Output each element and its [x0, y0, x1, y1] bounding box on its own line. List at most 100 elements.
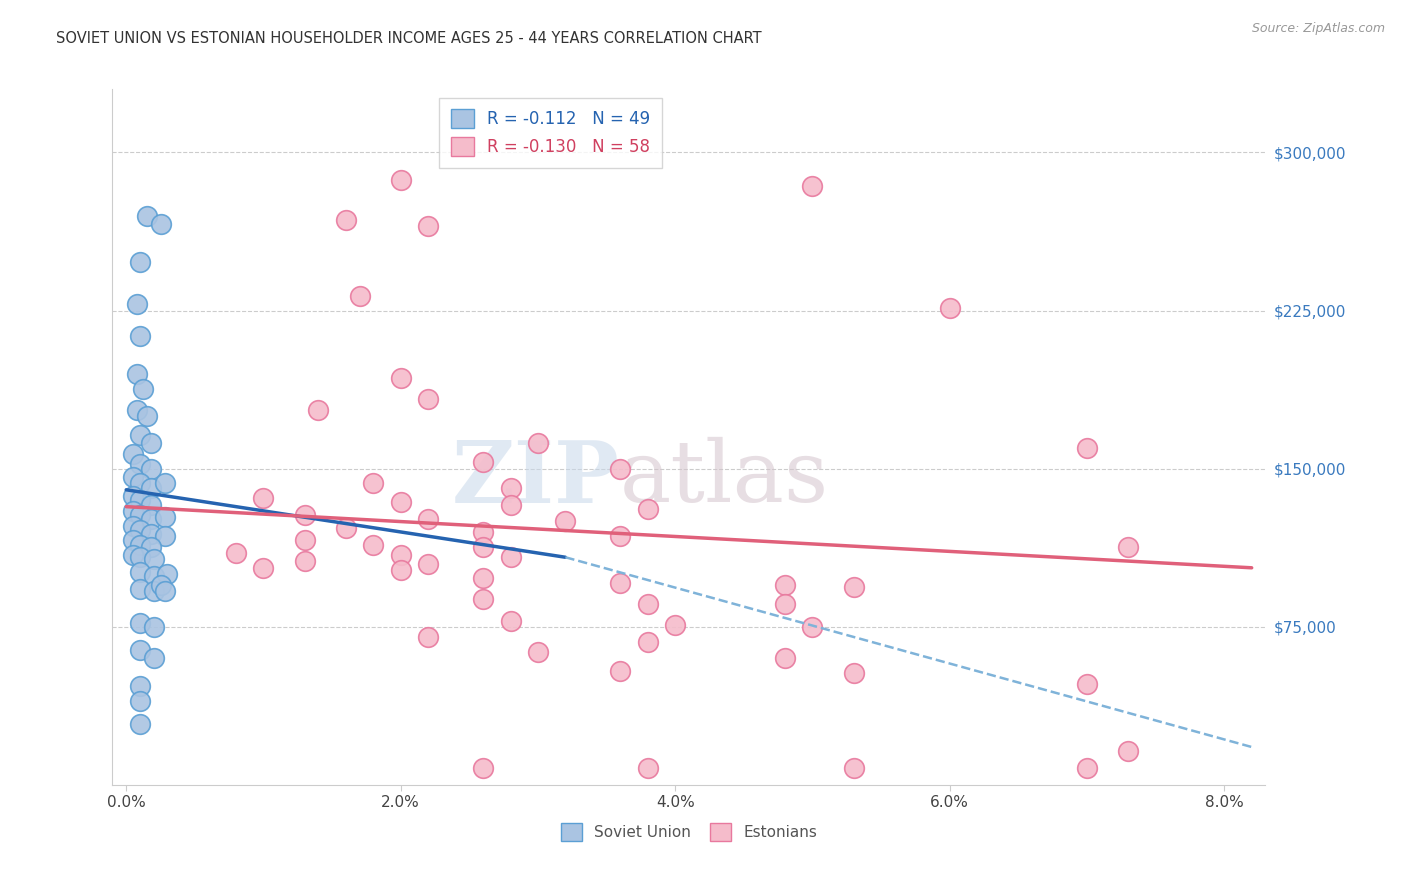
- Point: [153, 510, 176, 524]
- Point: [335, 213, 357, 227]
- Point: [842, 666, 865, 681]
- Point: [142, 651, 165, 665]
- Point: [294, 508, 316, 522]
- Point: [129, 615, 152, 630]
- Point: [664, 617, 686, 632]
- Point: [122, 533, 145, 548]
- Point: [938, 301, 960, 316]
- Point: [153, 529, 176, 543]
- Point: [142, 620, 165, 634]
- Point: [637, 501, 659, 516]
- Point: [142, 569, 165, 583]
- Point: [122, 489, 145, 503]
- Point: [472, 761, 495, 775]
- Point: [801, 179, 824, 194]
- Point: [129, 643, 152, 657]
- Point: [129, 428, 152, 442]
- Point: [294, 554, 316, 568]
- Point: [135, 409, 157, 423]
- Point: [129, 679, 152, 693]
- Point: [135, 209, 157, 223]
- Point: [129, 550, 152, 565]
- Text: ZIP: ZIP: [451, 437, 620, 521]
- Point: [129, 329, 152, 343]
- Point: [129, 523, 152, 537]
- Point: [127, 367, 149, 381]
- Point: [129, 508, 152, 522]
- Point: [129, 458, 152, 472]
- Point: [389, 173, 412, 187]
- Point: [129, 565, 152, 579]
- Point: [527, 436, 550, 450]
- Point: [527, 645, 550, 659]
- Point: [499, 498, 522, 512]
- Point: [129, 255, 152, 269]
- Point: [129, 493, 152, 508]
- Point: [122, 548, 145, 562]
- Point: [472, 524, 495, 539]
- Point: [129, 476, 152, 491]
- Point: [225, 546, 247, 560]
- Point: [122, 504, 145, 518]
- Point: [418, 557, 440, 571]
- Point: [139, 461, 162, 475]
- Point: [139, 481, 162, 495]
- Point: [156, 567, 179, 582]
- Point: [129, 716, 152, 731]
- Point: [472, 592, 495, 607]
- Point: [389, 563, 412, 577]
- Point: [129, 693, 152, 707]
- Point: [122, 518, 145, 533]
- Legend: Soviet Union, Estonians: Soviet Union, Estonians: [555, 817, 823, 847]
- Point: [637, 597, 659, 611]
- Point: [153, 584, 176, 599]
- Point: [609, 461, 631, 475]
- Point: [773, 651, 796, 665]
- Point: [149, 577, 172, 591]
- Point: [139, 512, 162, 526]
- Point: [1116, 744, 1139, 758]
- Point: [637, 761, 659, 775]
- Point: [139, 498, 162, 512]
- Point: [252, 561, 274, 575]
- Text: SOVIET UNION VS ESTONIAN HOUSEHOLDER INCOME AGES 25 - 44 YEARS CORRELATION CHART: SOVIET UNION VS ESTONIAN HOUSEHOLDER INC…: [56, 31, 762, 46]
- Point: [418, 512, 440, 526]
- Point: [129, 582, 152, 596]
- Point: [389, 548, 412, 562]
- Point: [554, 515, 576, 529]
- Point: [139, 540, 162, 554]
- Point: [139, 527, 162, 541]
- Point: [252, 491, 274, 506]
- Point: [389, 495, 412, 509]
- Point: [142, 584, 165, 599]
- Point: [472, 571, 495, 585]
- Point: [361, 538, 384, 552]
- Point: [349, 289, 371, 303]
- Point: [637, 634, 659, 648]
- Point: [335, 521, 357, 535]
- Point: [129, 538, 152, 552]
- Point: [418, 219, 440, 234]
- Point: [609, 575, 631, 590]
- Point: [389, 371, 412, 385]
- Point: [1076, 441, 1098, 455]
- Point: [122, 447, 145, 461]
- Text: atlas: atlas: [620, 437, 830, 520]
- Point: [801, 620, 824, 634]
- Point: [1076, 677, 1098, 691]
- Point: [773, 577, 796, 591]
- Point: [131, 382, 153, 396]
- Point: [842, 580, 865, 594]
- Point: [609, 664, 631, 678]
- Point: [609, 529, 631, 543]
- Point: [499, 481, 522, 495]
- Point: [149, 217, 172, 231]
- Point: [418, 392, 440, 406]
- Point: [418, 631, 440, 645]
- Point: [472, 540, 495, 554]
- Point: [499, 550, 522, 565]
- Point: [499, 614, 522, 628]
- Point: [1116, 540, 1139, 554]
- Point: [294, 533, 316, 548]
- Point: [127, 297, 149, 311]
